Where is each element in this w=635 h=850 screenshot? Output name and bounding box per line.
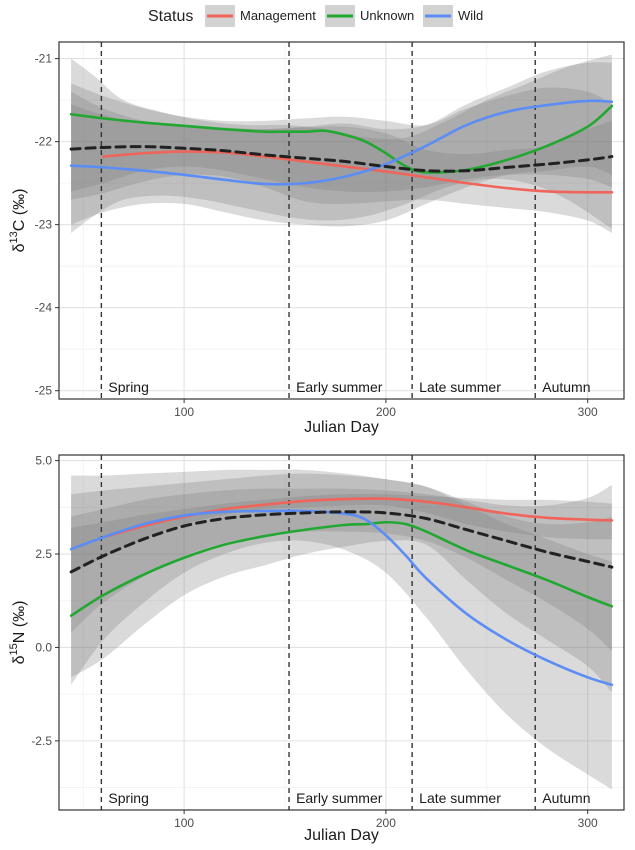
series-line-unknown xyxy=(69,104,614,174)
x-tick-label: 300 xyxy=(578,405,598,419)
y-tick-label: 5.0 xyxy=(35,454,52,468)
y-tick-label: -23 xyxy=(35,218,53,232)
legend-title: Status xyxy=(148,8,193,25)
y-axis-title-symbol: δ xyxy=(11,655,28,664)
season-label: Spring xyxy=(108,379,148,395)
grid xyxy=(59,42,624,399)
series-lines xyxy=(69,497,614,687)
confidence-band-3 xyxy=(71,484,612,652)
y-tick-label: -22 xyxy=(35,135,53,149)
grid xyxy=(59,455,624,810)
season-label: Early summer xyxy=(296,790,383,806)
panel-d13c: Spring Early summer Late summer Autumn 100 20… xyxy=(8,41,625,436)
panel-d15n: Spring Early summer Late summer Autumn 100 20… xyxy=(8,454,625,844)
y-axis-title-rest: C (‰) xyxy=(11,189,28,232)
x-tick-label: 100 xyxy=(174,405,194,419)
season-label: Spring xyxy=(108,790,148,806)
season-label: Autumn xyxy=(542,379,590,395)
x-tick-label: 200 xyxy=(376,816,396,830)
confidence-band-2 xyxy=(71,83,612,192)
season-label: Early summer xyxy=(296,379,383,395)
confidence-band-1 xyxy=(71,473,612,693)
x-axis-title: Julian Day xyxy=(304,419,379,436)
y-axis-title-superscript: 15 xyxy=(8,643,20,655)
confidence-band-1 xyxy=(71,62,612,227)
x-axis-title: Julian Day xyxy=(304,827,379,844)
season-label: Late summer xyxy=(419,379,501,395)
y-tick-label: 2.5 xyxy=(35,547,52,561)
y-tick-label: -21 xyxy=(35,52,53,66)
legend-item-wild: Wild xyxy=(423,5,483,27)
y-tick-label: -24 xyxy=(35,301,53,315)
series-line-overall-dashed xyxy=(69,510,614,574)
legend-label-unknown: Unknown xyxy=(360,8,414,23)
confidence-band-3 xyxy=(71,54,612,233)
legend-item-unknown: Unknown xyxy=(325,5,414,27)
season-label: Autumn xyxy=(542,790,590,806)
legend-label-management: Management xyxy=(240,8,316,23)
panel-border xyxy=(58,41,625,400)
series-line-unknown xyxy=(69,520,614,617)
y-axis-title-rest: N (‰) xyxy=(11,601,28,644)
series-lines xyxy=(69,99,614,194)
y-tick-label: -25 xyxy=(35,384,53,398)
y-axis-title-symbol: δ xyxy=(11,243,28,252)
plot-background xyxy=(59,42,624,399)
series-line-management xyxy=(102,150,614,194)
x-tick-label: 100 xyxy=(174,816,194,830)
panel-border xyxy=(58,454,625,811)
legend-label-wild: Wild xyxy=(458,8,483,23)
x-tick-label: 300 xyxy=(578,816,598,830)
legend-item-management: Management xyxy=(205,5,316,27)
series-line-wild xyxy=(69,99,614,186)
y-tick-label: 0.0 xyxy=(35,640,52,654)
y-axis-title-superscript: 13 xyxy=(8,231,20,243)
series-line-wild xyxy=(69,509,614,687)
confidence-bands xyxy=(71,54,612,233)
x-tick-label: 200 xyxy=(376,405,396,419)
y-tick-label: -2.5 xyxy=(31,734,52,748)
legend: Status Management Unknown Wild xyxy=(148,5,483,27)
season-label: Late summer xyxy=(419,790,501,806)
series-line-overall-dashed xyxy=(69,145,614,173)
y-axis-title: δ15N (‰) xyxy=(8,601,28,665)
confidence-band-0 xyxy=(71,104,612,233)
y-axis-title: δ13C (‰) xyxy=(8,189,28,253)
